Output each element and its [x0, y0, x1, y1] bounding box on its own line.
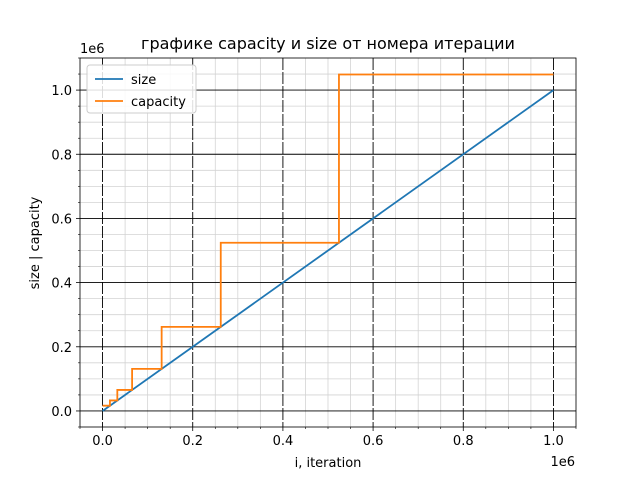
series-capacity-line	[102, 73, 554, 407]
legend: size capacity	[86, 64, 197, 114]
x-tick-label: 0.6	[363, 434, 384, 449]
x-tick-label: 1.0	[543, 434, 564, 449]
legend-label-size: size	[131, 73, 156, 88]
x-tick-label: 0.2	[182, 434, 203, 449]
x-axis-offset-label: 1e6	[550, 455, 575, 470]
tick-labels: 0.0 0.2 0.4 0.6 0.8 1.0 0.0 0.2 0.4 0.6 0.8 1.0	[51, 84, 563, 449]
series-layer	[102, 73, 554, 412]
y-tick-label: 0.0	[51, 405, 72, 420]
y-tick-label: 0.8	[51, 148, 72, 163]
y-tick-label: 0.2	[51, 341, 72, 356]
y-tick-label: 0.4	[51, 277, 72, 292]
x-tick-label: 0.8	[453, 434, 474, 449]
x-tick-label: 0.0	[92, 434, 113, 449]
major-grid	[80, 58, 576, 427]
x-axis-label: i, iteration	[295, 456, 362, 471]
ticks	[76, 57, 577, 431]
series-size-line	[102, 89, 554, 412]
x-tick-label: 0.4	[273, 434, 294, 449]
chart-title: графике capacity и size от номера итерац…	[141, 34, 515, 53]
legend-label-capacity: capacity	[131, 95, 186, 110]
y-axis-offset-label: 1e6	[80, 42, 105, 57]
y-tick-label: 0.6	[51, 212, 72, 227]
y-axis-label: size | capacity	[28, 196, 43, 289]
y-tick-label: 1.0	[51, 84, 72, 99]
